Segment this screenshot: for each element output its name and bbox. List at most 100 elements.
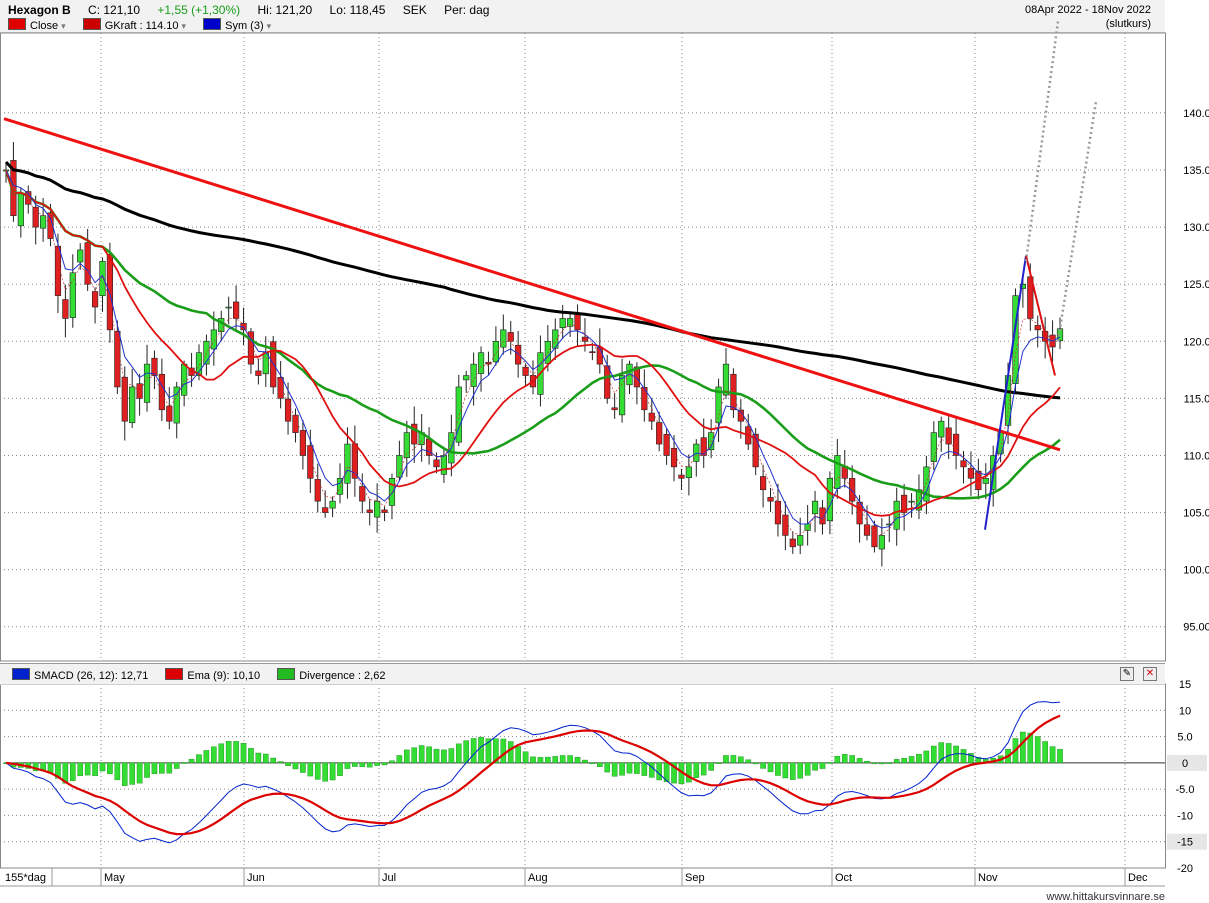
candle-body [106,253,114,331]
divergence-bar [470,738,477,764]
legend-sym[interactable]: Sym (3) ▾ [203,18,271,32]
divergence-bar [92,762,98,777]
candle-body [663,433,670,456]
divergence-bar [47,762,54,773]
divergence-bar [114,762,121,781]
divergence-bar [159,762,165,774]
divergence-bar [77,762,84,777]
ema-signal-line [5,714,1061,836]
candle-body [299,430,307,456]
candle-body [908,500,915,503]
candle-body [759,476,767,491]
candle-body [284,398,292,422]
divergence-bar [893,759,900,764]
divergence-bar [277,761,284,764]
divergence-bar [418,745,425,764]
candle-body [62,299,69,319]
candle-body [344,443,351,484]
divergence-bar [248,748,254,764]
legend-divergence: Divergence : 2,62 [277,668,385,682]
candle-body [648,412,655,422]
divergence-bar [841,754,848,764]
candle-body [195,352,203,376]
divergence-bar [545,756,551,764]
macd-tick-label: -15 [1177,837,1193,849]
candle-body [121,376,128,422]
divergence-bar [856,758,863,764]
close-value: C: 121,10 [88,3,141,17]
divergence-bar [574,757,581,764]
period-label: 155*dag [5,872,46,884]
divergence-bar [478,736,484,764]
divergence-bar [767,762,774,773]
ema-last-box [1167,833,1207,850]
settings-icon[interactable]: ✎ [1119,667,1134,681]
divergence-bar [322,762,328,782]
chevron-down-icon[interactable]: ▾ [181,21,187,31]
chevron-down-icon[interactable]: ▾ [266,21,272,31]
candle-body [767,497,774,502]
legend-gkraft[interactable]: GKraft : 114.10 ▾ [82,18,187,32]
candle-body [901,494,908,513]
divergence-bar [916,754,922,764]
currency: SEK [402,3,427,17]
candle-body [952,433,960,456]
divergence-bar [441,749,447,764]
macd-tick-label: -5.0 [1176,784,1195,796]
projection-line [1056,101,1098,342]
candle-body [181,363,188,396]
legend-close[interactable]: Close ▾ [8,18,66,32]
legend-smacd: SMACD (26, 12): 12,71 [12,668,148,682]
legend-ema-label: Ema (9): 10,10 [187,670,261,682]
macd-tick-label: 15 [1179,679,1191,691]
candle-body [507,332,514,342]
divergence-bar [515,746,521,764]
divergence-bar [686,762,692,783]
legend-smacd-label: SMACD (26, 12): 12,71 [34,670,149,682]
ma-short-line [5,169,1061,517]
divergence-bar [329,762,336,781]
trend-line [3,117,1061,452]
divergence-bar [344,762,351,769]
divergence-bar [211,746,217,764]
y-tick-label: 110.0 [1184,450,1209,462]
candle-body [782,514,789,536]
divergence-bar [448,748,455,764]
candle-body [433,459,440,468]
candle-body [863,524,871,536]
candle-body [440,455,448,475]
legend-sym-label: Sym (3) [225,20,264,32]
divergence-bar [582,759,588,764]
divergence-bar [144,762,150,778]
candle-body [77,249,84,263]
ma-mid-line [4,169,1061,500]
candle-body [930,432,937,462]
candle-body [1034,325,1041,331]
divergence-bar [233,741,239,764]
site-credit[interactable]: www.hittakursvinnare.se [1046,891,1165,903]
candle-body [232,301,240,319]
close-icon[interactable]: ✕ [1143,667,1157,681]
divergence-bar [55,762,61,779]
divergence-bar [136,762,143,784]
divergence-bar [819,762,826,769]
divergence-bar [507,741,514,764]
legend-ema: Ema (9): 10,10 [165,668,260,682]
divergence-bar [960,749,967,764]
divergence-bar [789,762,796,780]
candle-body [173,386,180,424]
candle-body [99,261,106,297]
legend-sym-swatch [203,18,222,30]
chevron-down-icon[interactable]: ▾ [61,21,66,31]
candle-body [656,422,663,445]
macd-tick-label: -10 [1177,810,1193,822]
candle-body [492,340,499,363]
candle-body [477,352,485,374]
divergence-bar [166,762,173,774]
divergence-bar [1049,746,1056,764]
candle-body [210,329,217,350]
candle-body [129,386,136,424]
divergence-bar [634,762,640,774]
candle-body [54,245,62,296]
